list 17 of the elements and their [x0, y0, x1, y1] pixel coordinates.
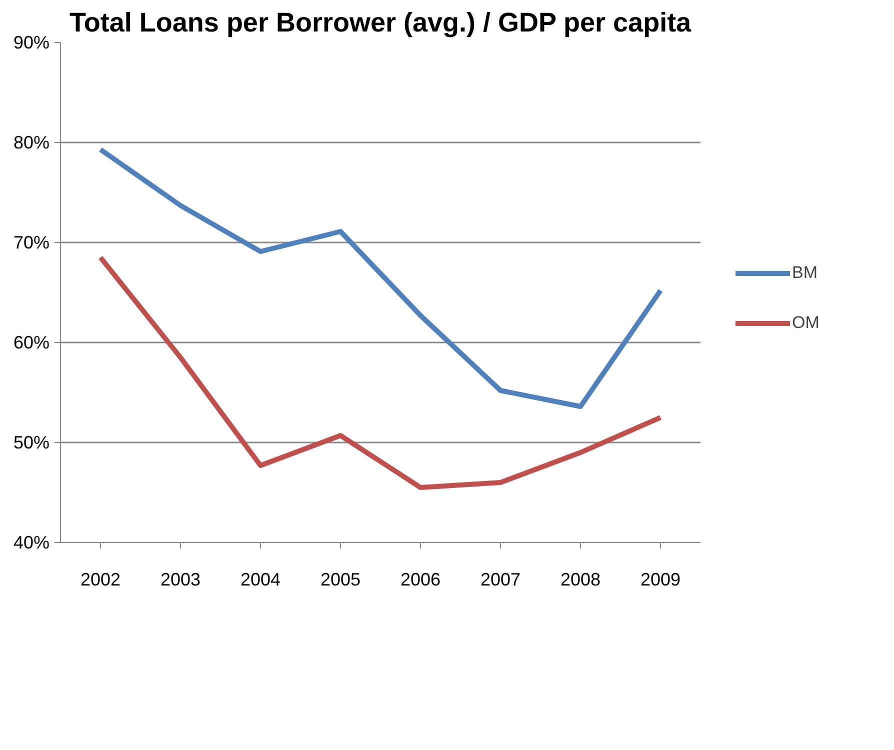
- x-tick-label: 2004: [240, 570, 281, 590]
- y-tick-label: 90%: [13, 32, 50, 52]
- x-tick-label: 2007: [480, 570, 521, 590]
- chart-title: Total Loans per Borrower (avg.) / GDP per capita: [69, 8, 692, 38]
- y-tick-label: 60%: [13, 332, 50, 352]
- x-tick-label: 2002: [80, 570, 121, 590]
- x-tick-label: 2009: [640, 570, 681, 590]
- y-tick-label: 70%: [13, 232, 50, 252]
- y-tick-label: 40%: [13, 532, 50, 552]
- x-tick-label: 2006: [400, 570, 441, 590]
- legend-label: BM: [792, 263, 818, 283]
- legend-label: OM: [792, 313, 820, 333]
- x-tick-label: 2003: [160, 570, 201, 590]
- y-tick-label: 80%: [13, 132, 50, 152]
- y-tick-label: 50%: [13, 432, 50, 452]
- x-tick-label: 2005: [320, 570, 361, 590]
- x-tick-label: 2008: [560, 570, 601, 590]
